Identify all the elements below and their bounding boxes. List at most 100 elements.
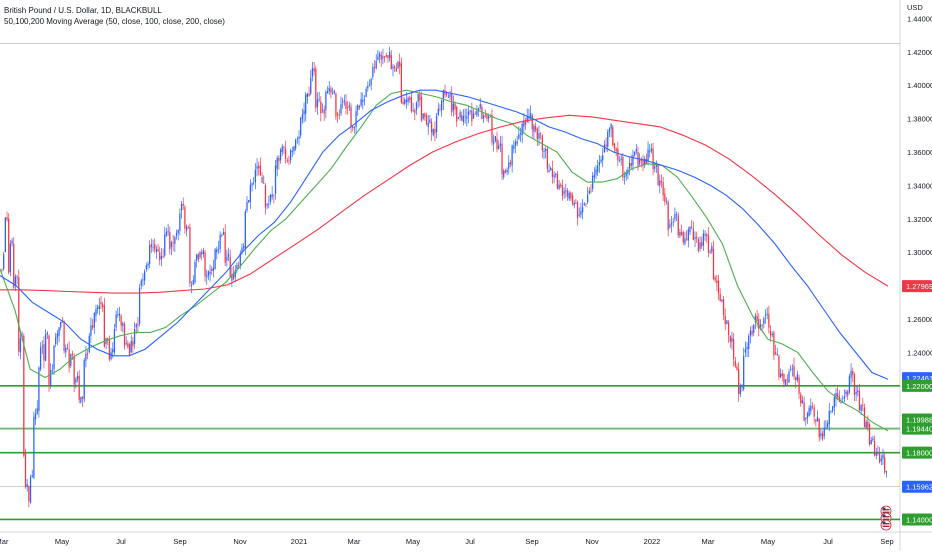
candle-body bbox=[753, 325, 755, 333]
candle-body bbox=[363, 99, 366, 101]
candle-body bbox=[679, 232, 681, 236]
time-tick-label: 2021 bbox=[291, 537, 308, 546]
candle-body bbox=[338, 114, 340, 116]
candle-body bbox=[360, 99, 362, 106]
candle-body bbox=[618, 159, 621, 161]
candle-body bbox=[744, 349, 747, 353]
price-tag-bg bbox=[902, 422, 932, 435]
candle-body bbox=[722, 298, 725, 316]
candle-body bbox=[556, 173, 559, 189]
candle-body bbox=[100, 302, 102, 305]
candle-body bbox=[61, 321, 64, 323]
price-tag-bg bbox=[902, 513, 932, 526]
candle-body bbox=[600, 159, 602, 163]
time-axis[interactable]: Mar May Jul Sep Nov 2021 Mar May Jul Sep Nov 2022 Ma… bbox=[0, 537, 894, 546]
candle-body bbox=[650, 148, 653, 151]
candle-body bbox=[685, 238, 688, 240]
candle-body bbox=[157, 249, 159, 252]
candle-body bbox=[201, 252, 203, 255]
candle-body bbox=[712, 248, 715, 280]
candle-body bbox=[660, 180, 663, 183]
candle-body bbox=[729, 335, 731, 342]
candle-body bbox=[738, 369, 740, 394]
candle-body bbox=[675, 213, 678, 215]
candle-body bbox=[429, 119, 431, 123]
candle-body bbox=[610, 123, 612, 129]
time-tick-label: Nov bbox=[585, 537, 599, 546]
candle-body bbox=[402, 101, 404, 104]
candle-body bbox=[274, 165, 277, 194]
time-tick-label: Mar bbox=[702, 537, 715, 546]
candle-body bbox=[190, 284, 193, 286]
candle-body bbox=[300, 117, 302, 136]
candle-body bbox=[595, 169, 597, 175]
candle-body bbox=[145, 265, 147, 269]
candle-body bbox=[125, 343, 127, 345]
candle-body bbox=[155, 249, 158, 253]
candle-body bbox=[405, 100, 408, 102]
candle-body bbox=[870, 440, 872, 445]
candle-body bbox=[642, 160, 644, 166]
candle-body bbox=[602, 155, 604, 161]
candle-body bbox=[330, 88, 332, 93]
candle-body bbox=[684, 238, 686, 244]
candle-body bbox=[476, 110, 478, 116]
candle-body bbox=[826, 423, 829, 428]
candle-body bbox=[617, 148, 619, 161]
candle-body bbox=[206, 275, 208, 278]
candle-body bbox=[271, 194, 273, 198]
candle-body bbox=[575, 202, 577, 204]
candle-body bbox=[743, 355, 745, 390]
candle-body bbox=[456, 106, 458, 122]
candle-body bbox=[410, 96, 413, 112]
candle-body bbox=[407, 97, 409, 102]
candle-body bbox=[370, 79, 372, 86]
candle-body bbox=[46, 333, 48, 335]
candle-body bbox=[328, 87, 330, 92]
event-icons[interactable] bbox=[880, 505, 892, 531]
candle-body bbox=[867, 421, 869, 428]
candle-body bbox=[581, 207, 584, 213]
candle-body bbox=[219, 235, 221, 249]
candle-body bbox=[880, 458, 882, 462]
candle-body bbox=[726, 320, 728, 325]
candle-body bbox=[24, 452, 27, 487]
candle-body bbox=[669, 224, 671, 228]
candle-body bbox=[284, 148, 287, 160]
candle-body bbox=[504, 170, 507, 173]
flag-icon[interactable] bbox=[880, 519, 892, 531]
candle-body bbox=[793, 365, 795, 377]
candle-body bbox=[276, 157, 278, 169]
candle-body bbox=[108, 339, 111, 360]
price-axis[interactable]: USD 1.44000 1.42000 1.40000 1.38000 1.36000 1.… bbox=[907, 3, 932, 357]
moving-average-50 bbox=[0, 89, 889, 432]
time-tick-label: May bbox=[406, 537, 420, 546]
candle-body bbox=[707, 235, 710, 253]
candle-body bbox=[362, 99, 364, 102]
candle-body bbox=[479, 104, 481, 108]
price-tag-label: 1.14000 bbox=[906, 515, 932, 524]
candle-body bbox=[182, 203, 184, 206]
candle-body bbox=[91, 325, 94, 328]
time-tick-label: Sep bbox=[880, 537, 893, 546]
candle-body bbox=[343, 100, 345, 102]
candle-body bbox=[138, 287, 141, 325]
candle-body bbox=[18, 277, 20, 352]
candle-body bbox=[518, 134, 520, 139]
price-tick-label: 1.30000 bbox=[907, 248, 932, 257]
candle-body bbox=[545, 149, 547, 151]
candle-body bbox=[845, 391, 847, 395]
candle-body bbox=[461, 115, 463, 121]
candle-body bbox=[506, 169, 508, 173]
candle-body bbox=[852, 370, 854, 375]
candle-body bbox=[266, 204, 268, 206]
candle-body bbox=[763, 318, 765, 325]
candle-body bbox=[877, 453, 879, 454]
candle-body bbox=[112, 349, 114, 353]
candle-body bbox=[175, 233, 178, 236]
candle-body bbox=[180, 203, 183, 211]
horizontal-levels-layer bbox=[0, 385, 900, 521]
candle-body bbox=[689, 226, 691, 233]
